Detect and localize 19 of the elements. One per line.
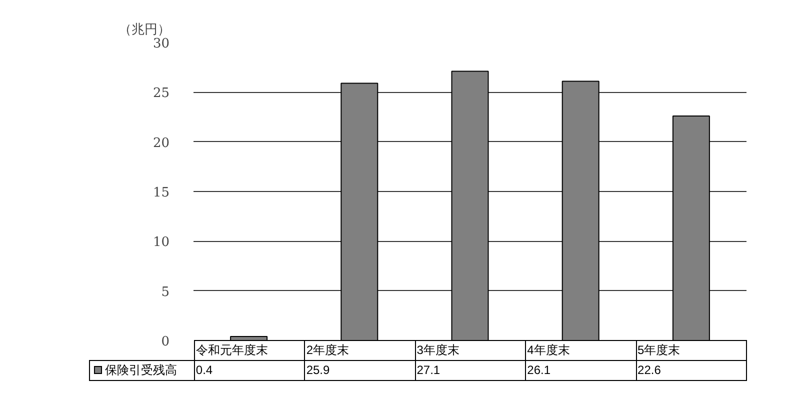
x-tick-label: 令和元年度末 <box>194 340 305 361</box>
data-label: 27.1 <box>415 360 526 381</box>
data-label: 26.1 <box>526 360 636 381</box>
y-tick-label: 20 <box>152 136 170 151</box>
legend-label: 保険引受残高 <box>90 360 194 381</box>
x-tick-label: 4年度末 <box>526 340 636 361</box>
y-tick-label: 10 <box>152 235 170 250</box>
y-tick-label: 25 <box>152 86 170 102</box>
x-tick-label: 3年度末 <box>415 340 526 361</box>
y-tick-label: 5 <box>161 284 170 300</box>
x-tick-label: 2年度末 <box>304 340 416 361</box>
y-tick-label: 15 <box>152 186 170 200</box>
y-axis-title: （兆円） <box>118 22 170 38</box>
data-label: 25.9 <box>304 360 416 381</box>
data-label: 22.6 <box>636 360 746 381</box>
y-tick-label: 30 <box>152 36 170 52</box>
y-tick-label: 0 <box>161 334 170 350</box>
x-tick-label: 5年度末 <box>636 340 746 361</box>
data-label: 0.4 <box>194 360 305 381</box>
